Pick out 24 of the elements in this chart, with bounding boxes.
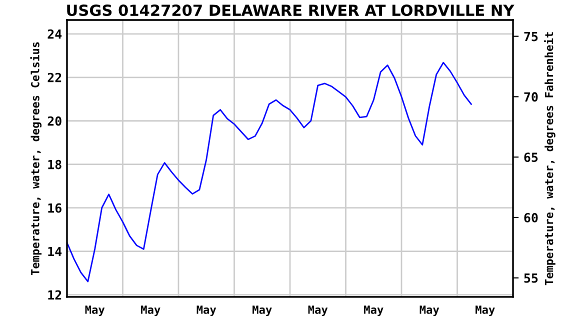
- x-tick-label: May: [420, 306, 440, 316]
- y-tick-label: 24: [48, 29, 62, 39]
- y-tick-label: 14: [48, 246, 62, 256]
- y-axis-title: Temperature, water, degrees Celsius: [30, 42, 42, 276]
- chart-title: USGS 01427207 DELAWARE RIVER AT LORDVILLE NY: [67, 4, 514, 16]
- x-tick-label: May: [476, 306, 495, 316]
- y2-tick-label: 75: [524, 32, 538, 42]
- y-tick-label: 20: [48, 116, 62, 126]
- line-series: [66, 62, 472, 282]
- y-tick-label: 12: [48, 290, 62, 300]
- x-tick-label: May: [308, 306, 328, 316]
- y-tick-label: 18: [48, 160, 62, 170]
- x-tick-label: May: [252, 306, 272, 316]
- x-tick-label: May: [364, 306, 384, 316]
- y2-tick-label: 70: [524, 92, 538, 102]
- y2-tick-label: 65: [524, 152, 538, 162]
- y2-tick-label: 60: [524, 212, 538, 222]
- y2-axis-title: Temperature, water, degrees Fahrenheit: [544, 32, 556, 286]
- x-tick-label: May: [196, 306, 216, 316]
- y-tick-label: 22: [48, 72, 62, 82]
- x-tick-label: May: [85, 306, 105, 316]
- x-tick-label: May: [141, 306, 160, 316]
- y2-tick-label: 55: [524, 274, 538, 283]
- y-tick-label: 16: [48, 203, 62, 213]
